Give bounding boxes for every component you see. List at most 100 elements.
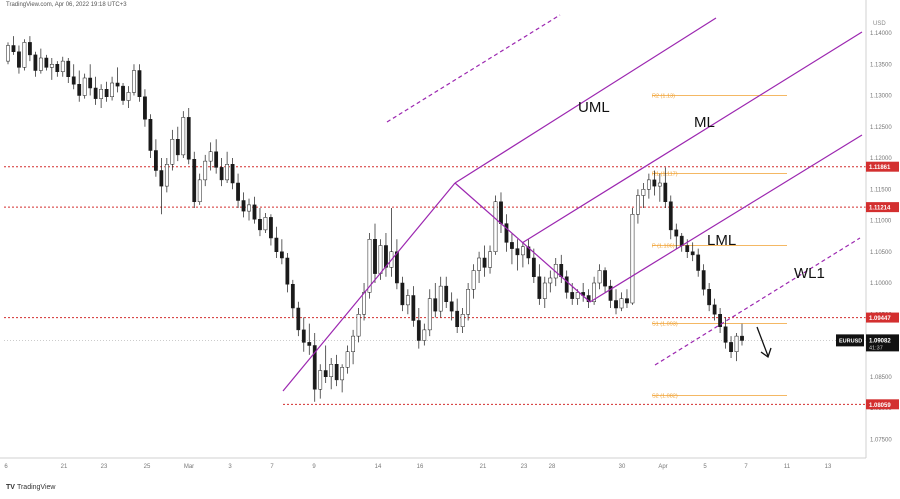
candle-body: [296, 307, 301, 331]
x-tick-label: 30: [619, 464, 626, 470]
level-price-label: 1.08059: [869, 403, 891, 409]
candle-body: [137, 70, 142, 97]
candle-body: [449, 301, 454, 312]
candle-body: [597, 270, 602, 284]
candle-body: [110, 82, 114, 97]
candle-body: [542, 282, 547, 299]
y-tick-label: 1.11500: [870, 187, 892, 193]
pitchfork: [282, 14, 863, 392]
footer-brand[interactable]: TV TradingView: [6, 484, 55, 491]
x-tick-label: 21: [61, 464, 68, 470]
last-price-label: 1.09082: [869, 338, 891, 344]
y-tick-label: 1.11000: [870, 219, 892, 225]
level-price-tag: [866, 399, 899, 410]
candle-body: [219, 167, 224, 181]
candle-body: [225, 164, 229, 181]
candle-body: [88, 77, 93, 89]
candle-body: [126, 92, 131, 101]
candle-body: [718, 314, 722, 327]
candle-body: [154, 150, 158, 171]
candle-body: [427, 298, 432, 331]
candle-body: [362, 292, 366, 315]
upper-warning-line: [386, 14, 561, 123]
x-tick-label: 23: [101, 464, 108, 470]
candle-body: [646, 179, 651, 190]
pivot-label: P (1.106): [652, 244, 675, 250]
candle-body: [537, 276, 542, 299]
candle-body: [115, 82, 120, 87]
candle-body: [6, 45, 10, 62]
candle-body: [345, 351, 350, 368]
candle-body: [405, 295, 410, 306]
price-axis: USD 1.14000 1.13500 1.13000 1.12500 1.12000 1.…: [836, 0, 899, 458]
candle-body: [93, 87, 98, 99]
candle-body: [416, 320, 421, 341]
candle-body: [373, 239, 377, 274]
candle-body: [132, 70, 136, 93]
candle-body: [99, 89, 104, 99]
x-tick-label: Mar: [184, 464, 194, 470]
candle-body: [356, 314, 361, 337]
pivot-label: S2 (1.082): [652, 394, 678, 400]
candle-body: [77, 84, 82, 96]
x-tick-label: 23: [521, 464, 528, 470]
annotation-lml: LML: [707, 232, 736, 249]
candle-body: [55, 64, 60, 72]
level-price-tag: [866, 202, 899, 213]
candle-body: [696, 254, 701, 271]
x-tick-label: 3: [228, 464, 232, 470]
candle-body: [438, 285, 443, 312]
candle-body: [652, 179, 657, 187]
down-arrow-head-icon: [760, 347, 772, 359]
candle-body: [630, 214, 635, 304]
candle-body: [668, 201, 673, 231]
candle-body: [499, 201, 503, 224]
candle-body: [614, 300, 618, 309]
candle-body: [340, 367, 345, 381]
down-arrow-shaft: [756, 326, 769, 357]
candle-body: [433, 298, 438, 312]
level-price-label: 1.09447: [869, 316, 891, 322]
candle-body: [636, 195, 640, 215]
candle-body: [723, 326, 728, 343]
annotation-ml: ML: [694, 114, 715, 131]
y-tick-label: 1.10500: [870, 250, 892, 256]
candle-body: [82, 77, 87, 96]
x-tick-label: 6: [4, 464, 8, 470]
y-tick-label: 1.12500: [870, 125, 892, 131]
candle-body: [526, 246, 531, 259]
level-price-tag: [866, 161, 899, 172]
candle-body: [11, 45, 16, 52]
candle-body: [263, 217, 268, 231]
candle-body: [592, 282, 596, 302]
candle-body: [208, 151, 213, 162]
candle-body: [203, 160, 208, 181]
candle-body: [707, 289, 712, 306]
candle-body: [192, 159, 197, 202]
candle-body: [22, 42, 27, 68]
x-tick-label: 28: [549, 464, 556, 470]
candle-body: [400, 282, 405, 306]
y-tick-label: 1.13500: [870, 62, 892, 68]
candle-body: [60, 60, 65, 72]
annotation-uml: UML: [578, 99, 610, 116]
candle-body: [444, 285, 449, 302]
candle-body: [236, 182, 240, 201]
candle-body: [181, 117, 186, 156]
candle-body: [488, 251, 492, 268]
candle-body: [307, 342, 312, 346]
candle-body: [334, 364, 339, 381]
level-price-tag: [866, 312, 899, 323]
last-price-tag: [866, 334, 899, 352]
level-price-label: 1.11214: [869, 206, 891, 212]
candle-body: [712, 304, 717, 315]
pitchfork-handle: [282, 182, 456, 392]
candle-body: [570, 292, 575, 299]
level-price-label: 1.11861: [869, 165, 891, 171]
candle-body: [274, 237, 279, 252]
candle-body: [252, 204, 257, 220]
candle-body: [395, 251, 399, 284]
candle-body: [466, 289, 471, 315]
